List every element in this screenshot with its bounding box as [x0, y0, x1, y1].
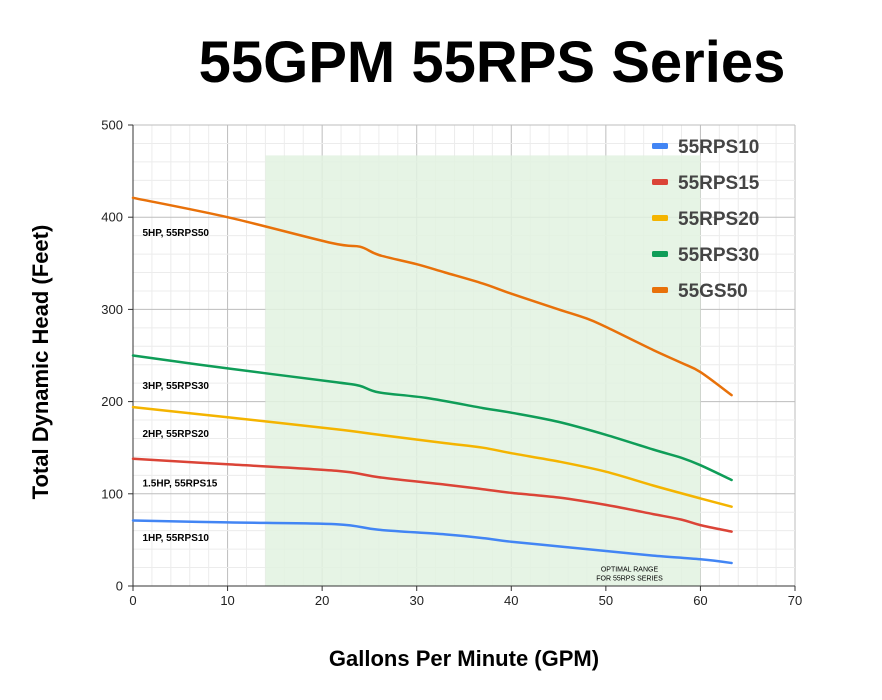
y-tick-label: 200 — [101, 394, 123, 409]
x-tick-label: 10 — [220, 593, 234, 608]
x-tick-label: 50 — [599, 593, 613, 608]
x-tick-label: 60 — [693, 593, 707, 608]
series-line-55rps20 — [131, 405, 733, 508]
y-tick-label: 0 — [116, 579, 123, 594]
legend-label-55rps15: 55RPS15 — [678, 173, 760, 194]
curve-label-55rps15: 1.5HP, 55RPS15 — [142, 479, 217, 490]
series-lines — [131, 196, 733, 565]
series-line-55gs50 — [131, 196, 733, 397]
legend-swatch-55rps30 — [652, 251, 668, 257]
curve-label-55gs50: 5HP, 55RPS50 — [142, 228, 209, 239]
optimal-range-label-line1: OPTIMAL RANGE — [601, 567, 659, 574]
curve-label-55rps20: 2HP, 55RPS20 — [142, 429, 209, 440]
x-tick-label: 20 — [315, 593, 329, 608]
curve-label-55rps30: 3HP, 55RPS30 — [142, 381, 209, 392]
optimal-range: OPTIMAL RANGE FOR 55RPS SERIES — [265, 155, 701, 586]
optimal-range-label-line2: FOR 55RPS SERIES — [596, 576, 663, 583]
y-tick-label: 300 — [101, 302, 123, 317]
legend-label-55rps10: 55RPS10 — [678, 137, 759, 158]
legend-label-55rps20: 55RPS20 — [678, 209, 759, 230]
legend-swatch-55rps10 — [652, 143, 668, 149]
legend: 55RPS10 55RPS15 55RPS20 55RPS30 55GS50 — [652, 137, 760, 302]
legend-swatch-55rps20 — [652, 215, 668, 221]
optimal-range-box — [265, 155, 701, 586]
legend-swatch-55rps15 — [652, 179, 668, 185]
title-layer: 55GPM 55RPS Series — [199, 30, 786, 95]
legend-label-55gs50: 55GS50 — [678, 281, 748, 302]
series-line-55rps30 — [131, 354, 733, 482]
x-tick-label: 30 — [409, 593, 423, 608]
x-tick-label: 0 — [129, 593, 136, 608]
series-labels: 1HP, 55RPS10 1.5HP, 55RPS15 2HP, 55RPS20 3H… — [142, 228, 217, 544]
x-tick-label: 40 — [504, 593, 518, 608]
curve-label-55rps10: 1HP, 55RPS10 — [142, 533, 209, 544]
chart-title: 55GPM 55RPS Series — [199, 30, 786, 95]
x-axis-title: Gallons Per Minute (GPM) — [329, 646, 599, 671]
series-line-55rps15 — [131, 457, 733, 533]
legend-swatch-55gs50 — [652, 287, 668, 293]
axes: 0 100 200 300 400 500 0 10 20 30 40 50 60 70 — [101, 118, 802, 609]
x-tick-label: 70 — [788, 593, 802, 608]
y-tick-label: 500 — [101, 118, 123, 133]
legend-label-55rps30: 55RPS30 — [678, 245, 759, 266]
series-line-55rps10 — [131, 519, 733, 565]
y-axis-title: Total Dynamic Head (Feet) — [28, 225, 53, 500]
y-tick-label: 400 — [101, 210, 123, 225]
y-tick-label: 100 — [101, 486, 123, 501]
